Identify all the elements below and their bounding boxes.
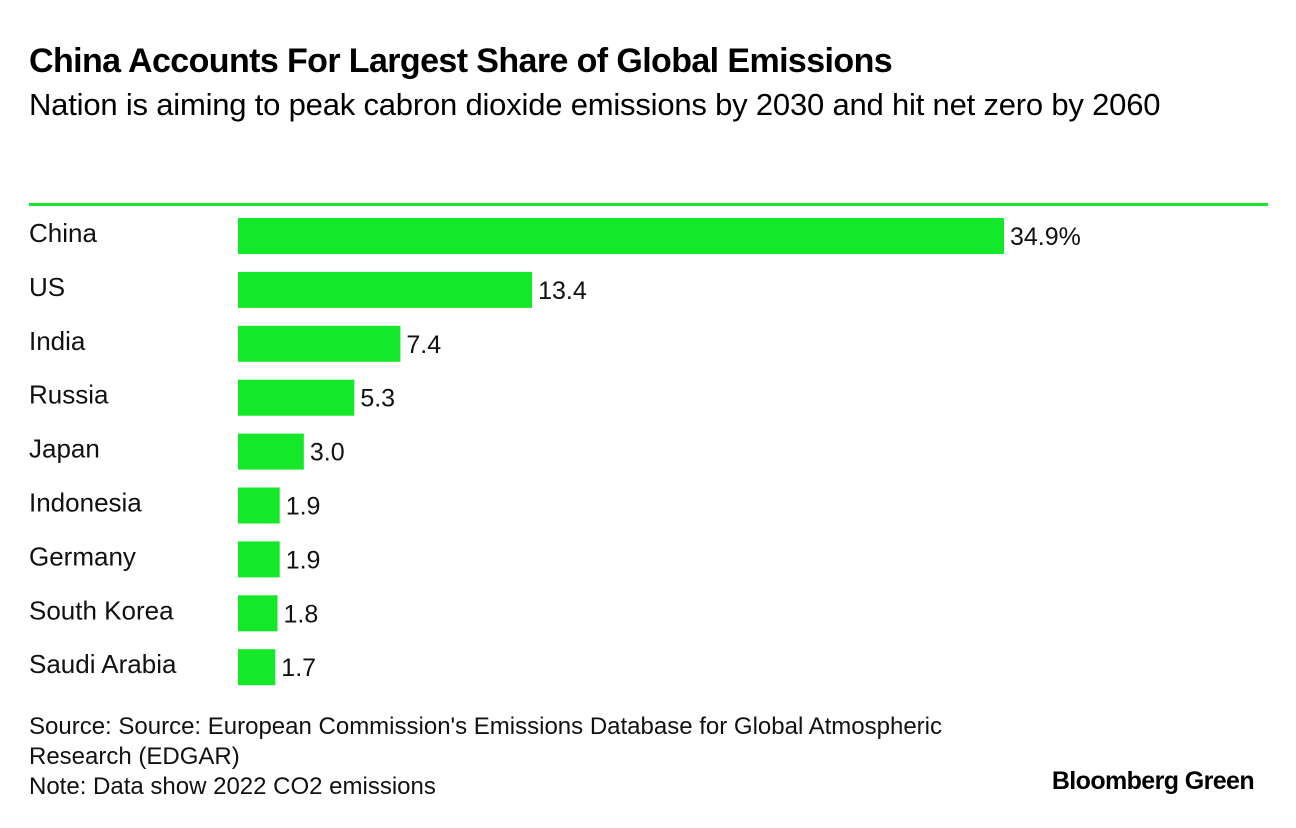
data-label: 1.8: [284, 600, 319, 628]
header-rule: [29, 203, 1268, 206]
category-label: US: [29, 272, 65, 302]
data-label: 1.7: [281, 654, 316, 682]
bar: [238, 595, 278, 632]
category-label: South Korea: [29, 595, 174, 625]
data-label: 3.0: [310, 439, 345, 467]
bar: [238, 379, 355, 416]
bar: [238, 218, 1004, 254]
chart-subtitle: Nation is aiming to peak cabron dioxide …: [29, 87, 1161, 122]
brand-logo: Bloomberg Green: [1051, 767, 1255, 795]
bar: [238, 433, 304, 470]
bar: [238, 325, 401, 362]
category-label: China: [29, 218, 97, 248]
bar: [238, 271, 533, 308]
bar: [238, 541, 280, 578]
bar: [238, 649, 276, 686]
category-label: Saudi Arabia: [29, 649, 177, 679]
category-label: Germany: [29, 541, 136, 571]
source-note: Source: Source: European Commission's Em…: [29, 713, 942, 770]
data-label: 7.4: [406, 331, 441, 359]
chart-title: China Accounts For Largest Share of Glob…: [29, 42, 893, 80]
chart-footer: Source: Source: European Commission's Em…: [29, 712, 989, 802]
data-label: 1.9: [286, 493, 321, 521]
data-label: 1.9: [286, 546, 321, 574]
data-note: Note: Data show 2022 CO2 emissions: [29, 773, 436, 800]
category-label: Indonesia: [29, 488, 142, 518]
bar: [238, 487, 280, 524]
category-label: Russia: [29, 380, 109, 410]
category-label: Japan: [29, 434, 100, 464]
data-label: 13.4: [538, 277, 587, 305]
data-label: 5.3: [360, 385, 395, 413]
category-label: India: [29, 326, 86, 356]
data-label: 34.9%: [1010, 223, 1081, 251]
